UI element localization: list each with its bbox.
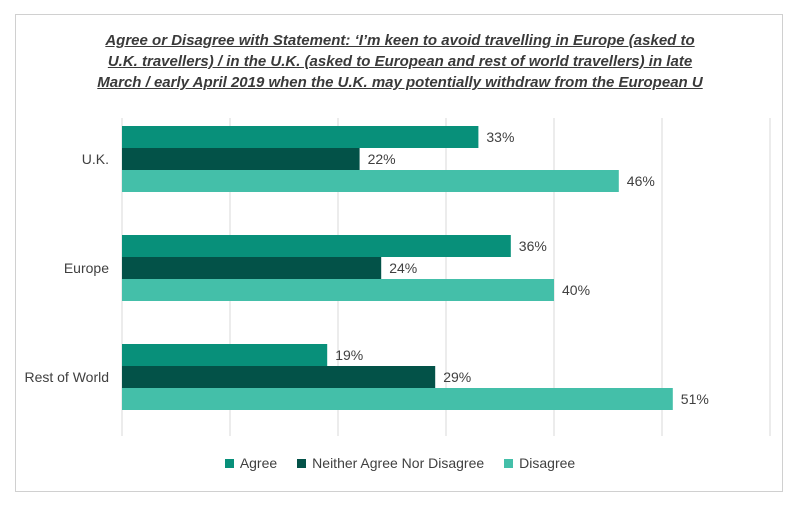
legend-swatch [504,458,514,468]
bar [122,279,554,301]
legend-item: Disagree [504,455,575,471]
bar [122,148,360,170]
legend-label: Agree [239,455,278,471]
legend: Agree Neither Agree Nor Disagree Disagree [0,455,800,471]
category-label: U.K. [82,151,109,167]
data-label: 40% [562,282,590,298]
bar [122,344,328,366]
bar [122,170,619,192]
category-labels: U.K. Europe Rest of World [24,151,109,385]
bar [122,126,479,148]
bars [122,126,673,410]
category-label: Rest of World [24,369,109,385]
legend-item: Agree [224,455,278,471]
data-label: 29% [443,369,471,385]
data-label: 46% [627,173,655,189]
data-label: 24% [389,260,417,276]
category-label: Europe [64,260,109,276]
data-labels: 33% 22% 46% 36% 24% 40% 19% 29% 51% [335,129,709,407]
data-label: 22% [368,151,396,167]
data-label: 19% [335,347,363,363]
legend-swatch [224,458,234,468]
chart-title: Agree or Disagree with Statement: ‘I’m k… [97,32,703,91]
data-label: 51% [681,391,709,407]
bar [122,235,511,257]
bar [122,257,382,279]
legend-swatch [297,458,307,468]
legend-item: Neither Agree Nor Disagree [297,455,484,471]
bar [122,388,673,410]
legend-label: Disagree [519,455,576,471]
data-label: 36% [519,238,547,254]
data-label: 33% [486,129,514,145]
legend-label: Neither Agree Nor Disagree [312,455,485,471]
bar [122,366,436,388]
